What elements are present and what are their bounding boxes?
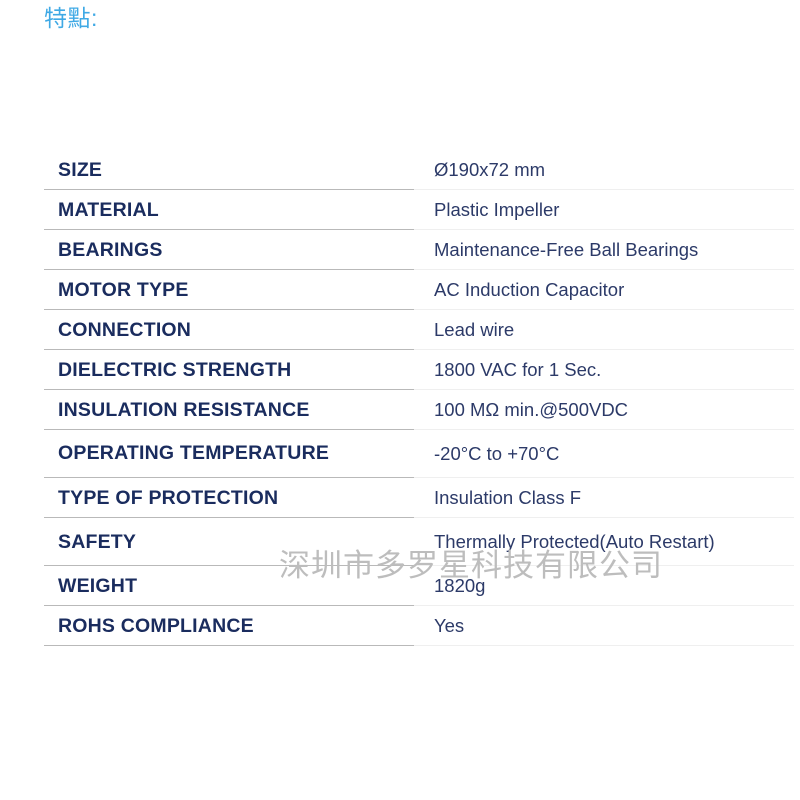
specification-table: SIZE Ø190x72 mm MATERIAL Plastic Impelle… [44,150,800,646]
spec-value: Yes [414,605,800,646]
spec-label: CONNECTION [44,309,414,350]
table-row: WEIGHT 1820g [44,565,800,606]
table-row: OPERATING TEMPERATURE -20°C to +70°C [44,429,800,478]
spec-label: ROHS COMPLIANCE [44,605,414,646]
spec-label: TYPE OF PROTECTION [44,477,414,518]
spec-label: MOTOR TYPE [44,269,414,310]
spec-value: -20°C to +70°C [414,429,800,478]
spec-value: Thermally Protected(Auto Restart) [414,517,800,566]
spec-value: 1820g [414,565,800,606]
spec-value: Plastic Impeller [414,189,800,230]
page-title: 特點: [44,5,98,31]
spec-label: BEARINGS [44,229,414,270]
spec-value: Maintenance-Free Ball Bearings [414,229,800,270]
spec-label: SAFETY [44,517,414,566]
spec-label: OPERATING TEMPERATURE [44,429,414,478]
table-row: SAFETY Thermally Protected(Auto Restart) [44,517,800,566]
spec-label: MATERIAL [44,189,414,230]
table-row: MATERIAL Plastic Impeller [44,189,800,230]
table-row: MOTOR TYPE AC Induction Capacitor [44,269,800,310]
spec-value: Insulation Class F [414,477,800,518]
table-row: CONNECTION Lead wire [44,309,800,350]
specification-table-body: SIZE Ø190x72 mm MATERIAL Plastic Impelle… [44,150,800,646]
table-row: TYPE OF PROTECTION Insulation Class F [44,477,800,518]
table-row: SIZE Ø190x72 mm [44,150,800,190]
spec-value: 1800 VAC for 1 Sec. [414,349,800,390]
spec-value: Lead wire [414,309,800,350]
spec-label: DIELECTRIC STRENGTH [44,349,414,390]
spec-value: AC Induction Capacitor [414,269,800,310]
table-row: INSULATION RESISTANCE 100 MΩ min.@500VDC [44,389,800,430]
table-row: BEARINGS Maintenance-Free Ball Bearings [44,229,800,270]
spec-label: SIZE [44,150,414,190]
spec-label: WEIGHT [44,565,414,606]
table-row: DIELECTRIC STRENGTH 1800 VAC for 1 Sec. [44,349,800,390]
spec-value: 100 MΩ min.@500VDC [414,389,800,430]
spec-value: Ø190x72 mm [414,150,800,190]
table-row: ROHS COMPLIANCE Yes [44,605,800,646]
spec-label: INSULATION RESISTANCE [44,389,414,430]
